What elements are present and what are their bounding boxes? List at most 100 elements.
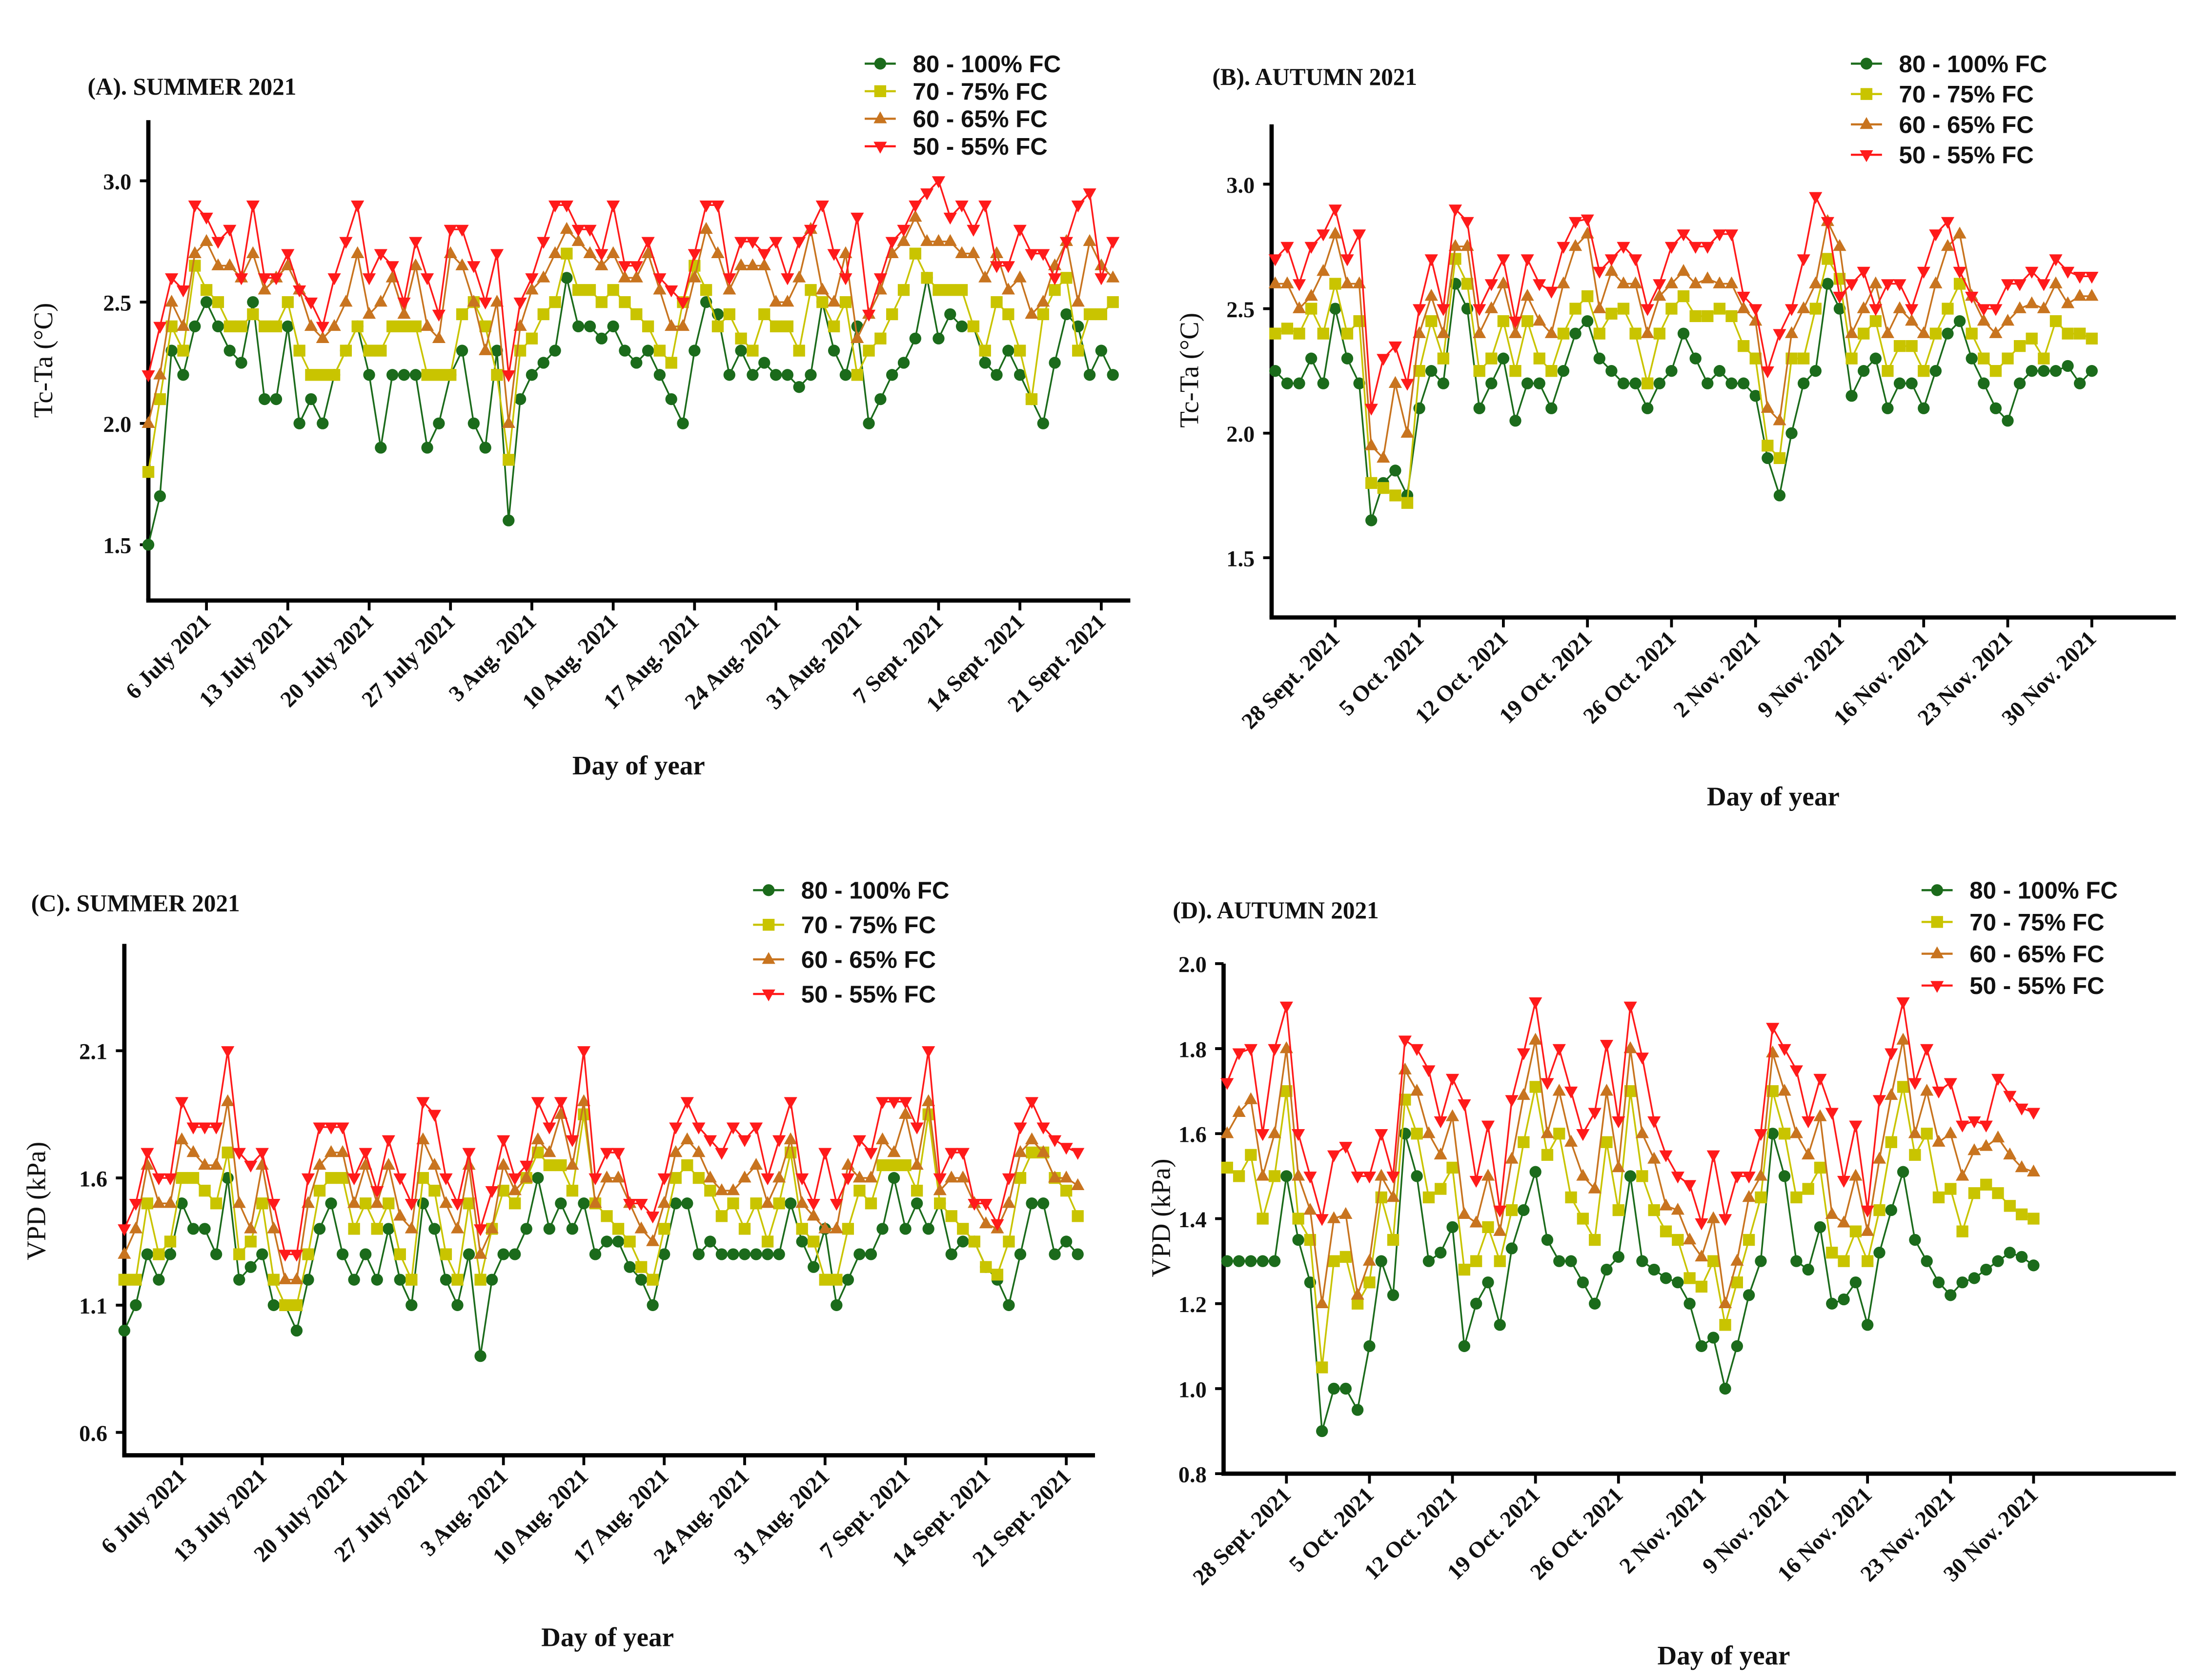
data-point (165, 295, 179, 307)
data-point (1978, 377, 1990, 389)
data-point (1588, 1181, 1602, 1194)
data-point (393, 1173, 407, 1186)
data-point (1941, 239, 1955, 251)
legend-label: 50 - 55% FC (801, 981, 936, 1008)
data-point (1589, 1297, 1601, 1310)
data-point (1909, 1149, 1921, 1161)
data-point (689, 344, 701, 357)
data-point (1683, 1232, 1697, 1245)
data-point (513, 297, 527, 310)
data-point (738, 1248, 751, 1260)
y-tick-label: 1.0 (1178, 1377, 1207, 1402)
data-point (1517, 1048, 1530, 1060)
data-point (1037, 417, 1049, 429)
data-point (1505, 1204, 1518, 1216)
data-point (1521, 254, 1534, 266)
data-point (1653, 279, 1666, 291)
data-point (223, 344, 236, 357)
data-point (405, 1221, 418, 1234)
data-point (1545, 402, 1558, 414)
data-point (1893, 377, 1906, 389)
data-point (1689, 242, 1703, 254)
y-tick-label: 1.4 (1178, 1208, 1207, 1233)
data-point (1529, 1081, 1541, 1093)
triangle-down-marker-icon (762, 989, 775, 1002)
data-point (1363, 1340, 1376, 1352)
data-point (439, 1173, 453, 1186)
series-4 (118, 1046, 1085, 1262)
data-point (699, 201, 713, 213)
data-point (385, 261, 399, 273)
data-point (623, 1198, 637, 1211)
series-line (1275, 219, 2092, 460)
data-point (223, 258, 237, 270)
data-point (1437, 304, 1450, 316)
data-point (1980, 1178, 1992, 1191)
triangle-up-marker-icon (1930, 946, 1944, 958)
data-point (1049, 357, 1061, 369)
data-point (324, 1122, 338, 1134)
data-point (1837, 1215, 1851, 1228)
data-point (152, 1173, 166, 1186)
data-point (1945, 1289, 1957, 1301)
data-point (968, 1235, 980, 1248)
data-point (1648, 1204, 1660, 1216)
data-point (1642, 377, 1654, 389)
data-point (577, 1094, 591, 1106)
data-point (1893, 301, 1906, 313)
data-point (278, 1250, 292, 1262)
data-point (945, 1148, 958, 1160)
data-point (1802, 1116, 1815, 1129)
data-point (761, 1173, 774, 1186)
legend-label: 70 - 75% FC (1899, 81, 2034, 108)
data-point (711, 201, 725, 213)
data-point (1470, 1255, 1482, 1267)
data-point (339, 237, 353, 249)
data-point (749, 1122, 763, 1134)
data-point (555, 1197, 567, 1210)
legend-item: 50 - 55% FC (1851, 142, 2034, 169)
data-point (514, 393, 527, 405)
data-point (1604, 263, 1618, 276)
data-point (1718, 1214, 1732, 1226)
data-point (1083, 234, 1096, 246)
data-point (176, 319, 190, 331)
data-point (347, 1196, 361, 1208)
data-point (1375, 1129, 1388, 1141)
data-point (726, 1122, 740, 1134)
data-point (588, 1173, 602, 1186)
data-point (1083, 308, 1096, 321)
data-point (909, 332, 921, 344)
data-point (584, 320, 596, 333)
data-point (1897, 1081, 1909, 1093)
data-point (1653, 377, 1665, 389)
data-point (1424, 289, 1438, 301)
data-point (336, 1248, 349, 1260)
data-point (1725, 310, 1738, 323)
data-point (1351, 1288, 1364, 1300)
data-point (313, 1122, 326, 1134)
data-point (1437, 352, 1450, 364)
data-point (715, 1210, 728, 1222)
data-point (212, 320, 224, 333)
data-point (1605, 307, 1618, 320)
data-point (979, 344, 991, 357)
data-point (885, 237, 899, 249)
legend-item: 50 - 55% FC (865, 133, 1048, 160)
data-point (1825, 1207, 1839, 1219)
data-point (1648, 1263, 1660, 1276)
data-point (1773, 452, 1786, 464)
data-point (1826, 1297, 1838, 1310)
series-4 (1220, 997, 2041, 1231)
data-point (991, 1269, 1004, 1281)
data-point (566, 1157, 579, 1170)
data-point (359, 1157, 372, 1170)
data-point (932, 176, 946, 188)
data-point (1281, 323, 1294, 335)
data-point (1026, 1197, 1038, 1210)
data-point (1725, 377, 1738, 389)
data-point (1683, 1297, 1696, 1310)
data-point (1724, 276, 1739, 288)
data-point (747, 369, 759, 381)
data-point (1660, 1272, 1672, 1284)
